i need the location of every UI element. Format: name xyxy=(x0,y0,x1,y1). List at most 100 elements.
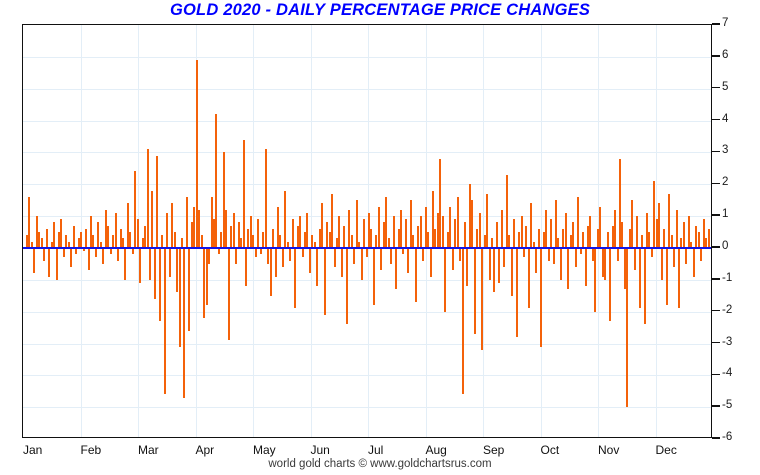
bar xyxy=(225,209,228,248)
bar xyxy=(461,247,464,395)
bar xyxy=(203,247,206,318)
bar xyxy=(404,219,407,248)
bar xyxy=(690,241,693,248)
gridline-y-1 xyxy=(23,216,711,218)
bar xyxy=(623,247,626,290)
bar xyxy=(535,247,538,274)
bar xyxy=(682,222,685,248)
bar xyxy=(692,247,695,277)
bar xyxy=(264,149,267,248)
y-tick-mark xyxy=(712,341,720,344)
bar xyxy=(97,222,100,248)
bar xyxy=(508,235,511,248)
bar xyxy=(183,247,186,398)
bar xyxy=(338,216,341,248)
y-tick-label: -1 xyxy=(722,271,733,284)
gridline-y--1 xyxy=(23,279,711,281)
bar xyxy=(291,219,294,248)
x-tick-label-feb: Feb xyxy=(80,443,102,457)
bar xyxy=(222,152,225,248)
bar xyxy=(515,247,518,338)
bar xyxy=(441,216,444,248)
bar xyxy=(30,241,33,248)
bar xyxy=(205,247,208,306)
bar xyxy=(114,212,117,248)
bar xyxy=(641,235,644,248)
bar xyxy=(33,247,36,274)
bar xyxy=(328,232,331,248)
bar xyxy=(518,232,521,248)
bar xyxy=(446,232,449,248)
bar xyxy=(579,247,582,255)
y-tick-label: 0 xyxy=(722,239,729,252)
bar xyxy=(94,247,97,258)
x-tick-label-dec: Dec xyxy=(655,443,677,457)
bar xyxy=(419,216,422,248)
bar xyxy=(242,139,245,248)
bar xyxy=(392,216,395,248)
bar xyxy=(129,232,132,248)
bar xyxy=(144,225,147,248)
bar xyxy=(99,241,102,248)
bar xyxy=(284,190,287,248)
bar xyxy=(459,247,462,261)
gridline-month-Oct xyxy=(540,25,542,437)
bar xyxy=(648,232,651,248)
bar xyxy=(281,247,284,268)
bar xyxy=(176,247,179,293)
bar xyxy=(513,219,516,248)
bar xyxy=(220,232,223,248)
bar xyxy=(126,203,129,248)
bar xyxy=(449,206,452,248)
bar xyxy=(505,174,508,248)
bar xyxy=(89,216,92,248)
bar xyxy=(82,247,85,252)
bar xyxy=(156,155,159,248)
bar xyxy=(301,247,304,258)
bar xyxy=(591,247,594,261)
bar xyxy=(606,232,609,248)
bar xyxy=(510,247,513,296)
y-tick-mark xyxy=(712,437,720,439)
bar xyxy=(702,219,705,248)
bar xyxy=(705,238,708,248)
bar xyxy=(240,238,243,248)
bar xyxy=(451,247,454,271)
bar xyxy=(638,247,641,309)
bar xyxy=(633,247,636,271)
bar xyxy=(210,196,213,248)
bar xyxy=(618,158,621,248)
bar xyxy=(695,225,698,248)
bar xyxy=(377,206,380,248)
bar xyxy=(48,247,51,277)
bar xyxy=(269,247,272,296)
bar xyxy=(139,247,142,283)
y-tick-label: -4 xyxy=(722,367,733,380)
bar xyxy=(436,212,439,248)
bar xyxy=(112,235,115,248)
bar xyxy=(567,247,570,290)
bar xyxy=(38,232,41,248)
bar xyxy=(586,225,589,248)
bar xyxy=(67,241,70,248)
bar xyxy=(424,206,427,248)
y-tick-mark xyxy=(712,309,720,312)
bar xyxy=(26,235,28,248)
bar xyxy=(444,247,447,312)
y-tick-mark xyxy=(712,23,720,25)
bar xyxy=(498,247,501,283)
bar xyxy=(697,232,700,248)
bar xyxy=(306,212,309,248)
bar xyxy=(589,216,592,248)
bar xyxy=(161,235,164,248)
bar xyxy=(503,247,506,268)
bar xyxy=(491,238,494,248)
gridline-y--4 xyxy=(23,375,711,377)
bar xyxy=(402,247,405,255)
bar xyxy=(471,200,474,248)
bar xyxy=(621,222,624,248)
bar xyxy=(668,193,671,248)
bar xyxy=(646,212,649,248)
bar xyxy=(254,247,257,258)
bar xyxy=(431,190,434,248)
